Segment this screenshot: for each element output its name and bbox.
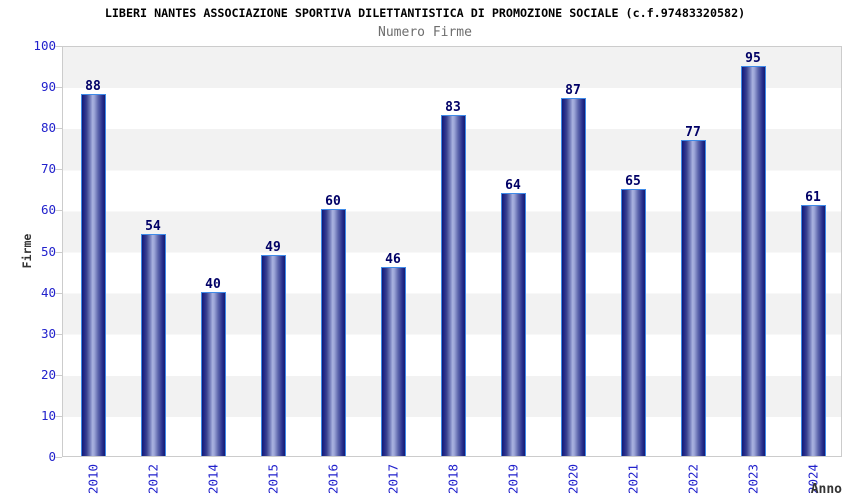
bar-value-label: 88 [85,79,101,95]
chart-title: LIBERI NANTES ASSOCIAZIONE SPORTIVA DILE… [104,6,746,20]
bar-2015 [260,254,286,456]
x-tick-label-2010: 2010 [85,463,101,495]
y-tick-mark [55,251,62,253]
chart-subtitle: Numero Firme [378,25,472,40]
bar-value-label: 83 [445,99,461,115]
bar-2023 [740,65,766,456]
x-tick-label-2012: 2012 [145,463,161,495]
y-tick-label: 60 [40,202,56,218]
bar-2014 [200,291,226,456]
y-tick-mark [55,128,62,130]
y-tick-label: 40 [40,284,56,300]
bar-value-label: 77 [685,124,701,140]
y-tick-mark [55,333,62,335]
bar-2010 [80,94,106,456]
y-tick-mark [55,374,62,376]
y-tick-label: 90 [40,79,56,95]
x-axis-title: Anno [810,482,842,497]
bar-2022 [680,139,706,456]
bar-value-label: 65 [625,173,641,189]
bar-value-label: 61 [805,190,821,206]
y-tick-label: 80 [40,120,56,136]
x-tick-label-2019: 2019 [505,463,521,495]
bar-value-label: 87 [565,83,581,99]
bar-2016 [320,209,346,456]
bar-2019 [500,192,526,456]
y-tick-mark [55,46,62,47]
y-tick-label: 50 [40,243,56,259]
x-tick-label-2020: 2020 [565,463,581,495]
bar-2024 [800,205,826,456]
bar-2017 [380,266,406,456]
x-tick-label-2015: 2015 [265,463,281,495]
y-tick-label: 10 [40,407,56,423]
x-tick-label-2014: 2014 [205,463,221,495]
bar-2020 [560,98,586,456]
x-tick-label-2017: 2017 [385,463,401,495]
x-tick-label-2023: 2023 [745,463,761,495]
y-tick-label: 0 [48,449,56,464]
bar-value-label: 46 [385,251,401,267]
bar-value-label: 64 [505,177,521,193]
y-tick-label: 30 [40,325,56,341]
bar-value-label: 49 [265,239,281,255]
y-tick-mark [55,169,62,171]
x-tick-label-2021: 2021 [625,463,641,495]
y-tick-mark [55,292,62,294]
x-tick-label-2018: 2018 [445,463,461,495]
bar-2012 [140,234,166,456]
x-tick-label-2022: 2022 [685,463,701,495]
plot-area: 88 54 40 49 60 46 83 64 87 65 77 95 61 [62,46,842,457]
bar-value-label: 40 [205,276,221,292]
y-tick-mark [55,87,62,89]
bar-2021 [620,188,646,456]
x-tick-label-2016: 2016 [325,463,341,495]
bar-2018 [440,114,466,456]
bar-value-label: 54 [145,219,161,235]
y-tick-mark [55,457,62,458]
y-tick-mark [55,210,62,212]
bar-value-label: 60 [325,194,341,210]
bar-value-label: 95 [745,50,761,66]
y-tick-mark [55,415,62,417]
y-tick-label: 20 [40,366,56,382]
y-tick-label: 100 [33,38,56,53]
y-tick-label: 70 [40,161,56,177]
